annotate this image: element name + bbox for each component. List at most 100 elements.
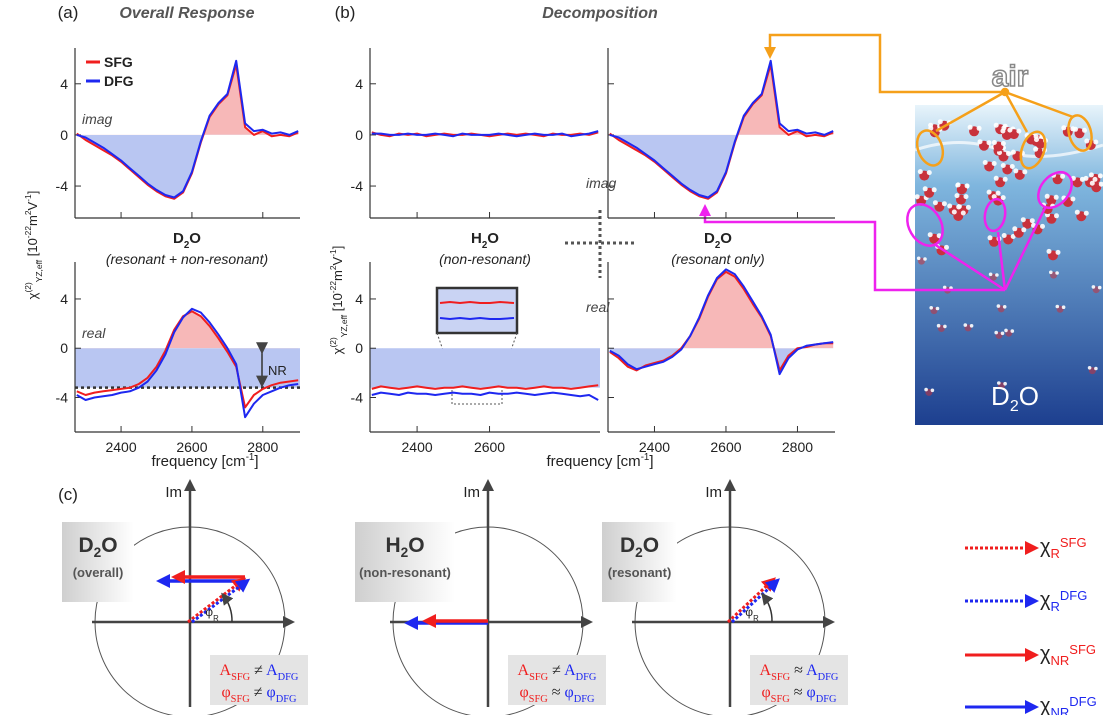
text-part: 2 [328, 265, 338, 270]
spectrum-line [371, 384, 599, 390]
text-part: SFG [529, 694, 549, 705]
y-axis-label: χ(2)YZ,eff [10-22m2V-1] [23, 191, 44, 300]
x-tick-label: 2400 [105, 439, 136, 455]
positive-area [681, 271, 834, 349]
y-tick-label: 4 [60, 291, 68, 307]
hydrogen [1013, 168, 1019, 174]
text-part: A [564, 662, 576, 679]
text-part: [10 [25, 238, 40, 260]
text-part: D [620, 534, 635, 557]
relation-box [750, 655, 848, 705]
hydrogen [1000, 331, 1005, 336]
relation-box [210, 655, 308, 705]
legend-symbol: χNRSFG [1040, 642, 1096, 668]
text-part: SFG [1060, 535, 1087, 550]
hydrogen [1034, 137, 1039, 143]
sample-subtitle: (overall) [73, 565, 124, 580]
text-part: m [25, 215, 40, 226]
hydrogen [1097, 173, 1103, 179]
text-part: ] [25, 191, 40, 195]
hydrogen [932, 200, 938, 206]
plus-sign [565, 210, 636, 278]
hydrogen [1002, 305, 1007, 309]
text-part: (2) [23, 282, 33, 293]
hydrogen [982, 160, 988, 165]
relation: φSFG ≈ φDFG [761, 684, 837, 705]
text-part: -1 [328, 249, 338, 257]
hydrogen [1055, 249, 1061, 255]
hydrogen [1060, 173, 1066, 179]
text-part: O [189, 230, 201, 247]
hydrogen [1009, 164, 1015, 169]
hydrogen [991, 161, 997, 166]
text-part: 2 [23, 210, 33, 215]
chart-title: D2O [704, 230, 732, 251]
hydrogen [935, 306, 940, 311]
text-part: ] [254, 453, 258, 470]
y-tick-label: -4 [56, 178, 69, 194]
hydrogen [987, 235, 993, 241]
panel-annotation: imag [82, 111, 113, 127]
text-part: 2 [401, 545, 409, 560]
legend-symbol: χNRDFG [1040, 694, 1097, 715]
hydrogen [929, 306, 933, 310]
hydrogen [1049, 270, 1053, 275]
panel-label: (b) [335, 3, 356, 22]
hydrogen [1044, 193, 1050, 199]
spectrum-line [609, 59, 834, 199]
interface-pointers [699, 170, 1073, 292]
text-part: DFG [1069, 694, 1096, 709]
hydrogen [956, 204, 962, 210]
x-tick-label: 2800 [782, 439, 813, 455]
x-tick-label: 2600 [710, 439, 741, 455]
sample-title: H2O [385, 534, 424, 560]
text-part: SFG [771, 694, 791, 705]
text-part: 2 [184, 240, 190, 251]
text-part: O [408, 534, 424, 557]
x-tick-label: 2400 [402, 439, 433, 455]
y-tick-label: 4 [60, 76, 68, 92]
text-part: -1 [23, 194, 33, 202]
sample-subtitle: (resonant) [608, 565, 672, 580]
panel-annotation: imag [586, 175, 617, 191]
hydrogen [1033, 146, 1039, 152]
text-part: ≈ [790, 662, 806, 679]
relation-box [508, 655, 606, 705]
hydrogen [977, 139, 983, 145]
text-part: φ [745, 605, 753, 619]
text-part: YZ,eff [34, 259, 44, 282]
negative-area [78, 134, 293, 199]
hydrogen [988, 272, 993, 277]
hydrogen [994, 330, 998, 335]
legend-label: SFG [104, 54, 133, 70]
panel-label: (c) [58, 485, 78, 504]
chart-title: Overall Response [119, 5, 254, 22]
hydrogen [993, 122, 999, 128]
phase-label: φR [745, 605, 759, 623]
hydrogen [997, 381, 1001, 385]
text-part: [10 [330, 293, 345, 315]
text-part: χ [25, 292, 40, 299]
text-part: O [643, 534, 659, 557]
text-part: V [25, 201, 40, 210]
hydrogen [1002, 176, 1008, 182]
y-tick-label: -4 [351, 390, 364, 406]
hydrogen [995, 190, 1001, 196]
hydrogen [1000, 163, 1006, 168]
text-part: φ [807, 684, 816, 701]
sample-title: D2O [78, 534, 117, 560]
water-illustration [915, 105, 1103, 425]
hydrogen [960, 210, 966, 216]
text-part: ≈ [548, 684, 565, 701]
text-part: O [720, 230, 732, 247]
y-tick-label: 0 [60, 340, 68, 356]
hydrogen [942, 285, 947, 290]
relation: ASFG ≠ ADFG [518, 662, 597, 683]
hydrogen [1046, 248, 1052, 254]
hydrogen [1092, 176, 1098, 182]
hydrogen [1003, 381, 1007, 386]
